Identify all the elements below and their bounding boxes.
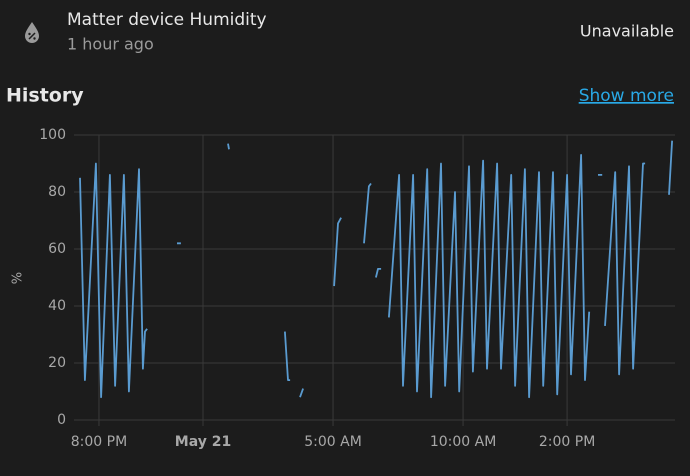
y-tick-label: 100	[39, 127, 66, 143]
y-tick-label: 80	[48, 184, 66, 200]
x-tick-label: 8:00 PM	[71, 434, 127, 450]
y-tick-label: 40	[48, 298, 66, 314]
plot: 0 20 40 60 80 100 8:00 PM May 21 5:00 AM 10:00 AM…	[39, 127, 675, 450]
entity-state: Unavailable	[580, 22, 674, 41]
x-tick-label: 10:00 AM	[430, 434, 496, 450]
y-axis-label: %	[11, 272, 26, 284]
show-more-link[interactable]: Show more	[579, 86, 674, 106]
x-tick-label: May 21	[175, 434, 231, 450]
y-tick-label: 0	[57, 412, 66, 428]
x-tick-label: 2:00 PM	[539, 434, 595, 450]
y-tick-label: 20	[48, 355, 66, 371]
y-tick-label: 60	[48, 241, 66, 257]
entity-name: Matter device Humidity	[67, 10, 267, 30]
humidity-icon	[25, 22, 39, 43]
x-tick-label: 5:00 AM	[304, 434, 362, 450]
humidity-line	[79, 140, 673, 399]
last-changed: 1 hour ago	[67, 35, 154, 54]
history-title: History	[6, 85, 84, 107]
